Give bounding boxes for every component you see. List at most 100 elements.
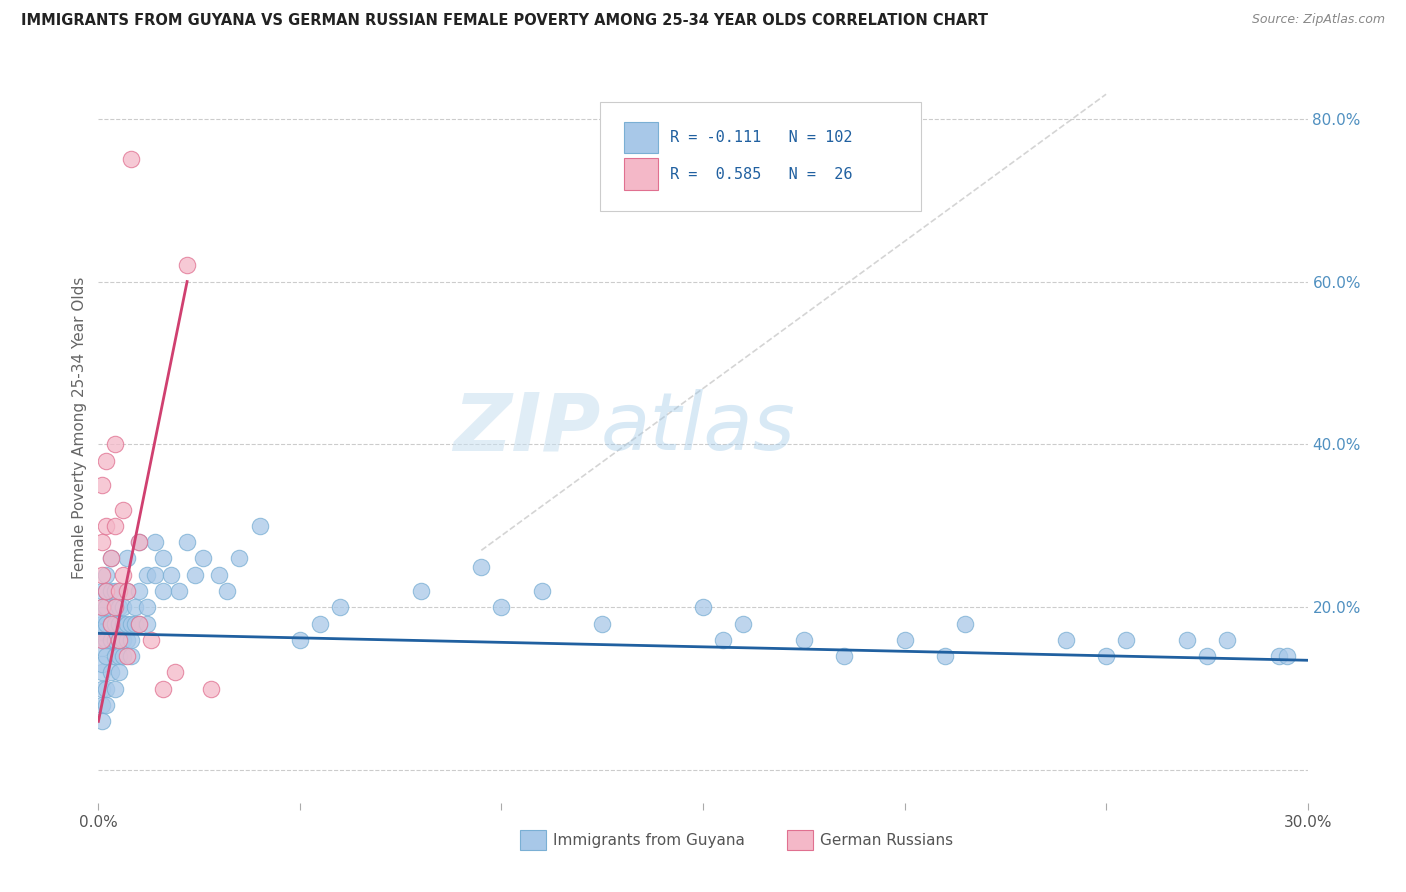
Point	[176, 258, 198, 272]
Text: R = -0.111   N = 102: R = -0.111 N = 102	[671, 130, 853, 145]
Point	[733, 616, 755, 631]
Point	[120, 649, 142, 664]
Point	[103, 600, 125, 615]
Point	[91, 584, 114, 599]
Point	[91, 641, 114, 656]
Point	[160, 567, 183, 582]
Point	[128, 584, 150, 599]
Point	[91, 632, 114, 647]
Point	[111, 600, 134, 615]
Point	[96, 454, 118, 468]
Text: Source: ZipAtlas.com: Source: ZipAtlas.com	[1251, 13, 1385, 27]
Point	[135, 616, 157, 631]
Point	[288, 632, 311, 647]
Point	[100, 616, 122, 631]
Point	[91, 600, 114, 615]
Point	[107, 584, 129, 599]
Point	[96, 616, 118, 631]
Point	[111, 632, 134, 647]
Point	[100, 616, 122, 631]
Point	[167, 584, 190, 599]
Point	[184, 567, 207, 582]
Point	[128, 535, 150, 549]
Point	[115, 616, 138, 631]
Point	[152, 551, 174, 566]
Point	[1195, 649, 1218, 664]
Point	[953, 616, 976, 631]
Point	[91, 600, 114, 615]
Text: atlas: atlas	[600, 389, 794, 467]
Point	[1175, 632, 1198, 647]
Point	[91, 616, 114, 631]
Point	[103, 437, 125, 451]
Point	[107, 649, 129, 664]
Point	[120, 153, 142, 167]
Point	[530, 584, 553, 599]
Point	[100, 551, 122, 566]
Point	[249, 519, 271, 533]
Point	[128, 535, 150, 549]
Point	[103, 519, 125, 533]
Point	[1216, 632, 1239, 647]
Point	[91, 624, 114, 639]
Point	[115, 551, 138, 566]
Point	[1277, 649, 1299, 664]
Point	[96, 584, 118, 599]
Text: Immigrants from Guyana: Immigrants from Guyana	[553, 833, 744, 847]
Point	[692, 600, 714, 615]
FancyBboxPatch shape	[624, 159, 658, 190]
Point	[96, 519, 118, 533]
Point	[91, 478, 114, 492]
Point	[217, 584, 239, 599]
Point	[115, 584, 138, 599]
Point	[107, 632, 129, 647]
Point	[893, 632, 915, 647]
Point	[124, 600, 146, 615]
Point	[91, 665, 114, 680]
Y-axis label: Female Poverty Among 25-34 Year Olds: Female Poverty Among 25-34 Year Olds	[72, 277, 87, 579]
Point	[100, 665, 122, 680]
Point	[309, 616, 332, 631]
Point	[135, 600, 157, 615]
Point	[491, 600, 513, 615]
Point	[1095, 649, 1118, 664]
Point	[91, 681, 114, 696]
Point	[200, 681, 222, 696]
Point	[135, 567, 157, 582]
Point	[100, 551, 122, 566]
FancyBboxPatch shape	[624, 121, 658, 153]
Point	[96, 600, 118, 615]
Point	[115, 649, 138, 664]
Text: IMMIGRANTS FROM GUYANA VS GERMAN RUSSIAN FEMALE POVERTY AMONG 25-34 YEAR OLDS CO: IMMIGRANTS FROM GUYANA VS GERMAN RUSSIAN…	[21, 13, 988, 29]
Point	[793, 632, 815, 647]
Point	[115, 584, 138, 599]
Point	[103, 584, 125, 599]
Text: R =  0.585   N =  26: R = 0.585 N = 26	[671, 168, 853, 182]
Point	[103, 649, 125, 664]
Point	[107, 616, 129, 631]
Point	[103, 600, 125, 615]
Point	[120, 632, 142, 647]
Point	[91, 608, 114, 623]
Point	[111, 649, 134, 664]
Point	[228, 551, 250, 566]
Point	[470, 559, 492, 574]
Point	[103, 681, 125, 696]
Point	[329, 600, 352, 615]
Point	[111, 502, 134, 516]
Point	[96, 649, 118, 664]
Point	[1115, 632, 1137, 647]
Point	[711, 632, 734, 647]
Point	[934, 649, 956, 664]
Point	[91, 535, 114, 549]
Point	[100, 632, 122, 647]
Point	[152, 681, 174, 696]
Point	[591, 616, 613, 631]
Point	[193, 551, 215, 566]
Point	[107, 665, 129, 680]
Text: German Russians: German Russians	[820, 833, 953, 847]
Point	[96, 584, 118, 599]
Point	[143, 535, 166, 549]
Point	[103, 632, 125, 647]
Point	[111, 567, 134, 582]
